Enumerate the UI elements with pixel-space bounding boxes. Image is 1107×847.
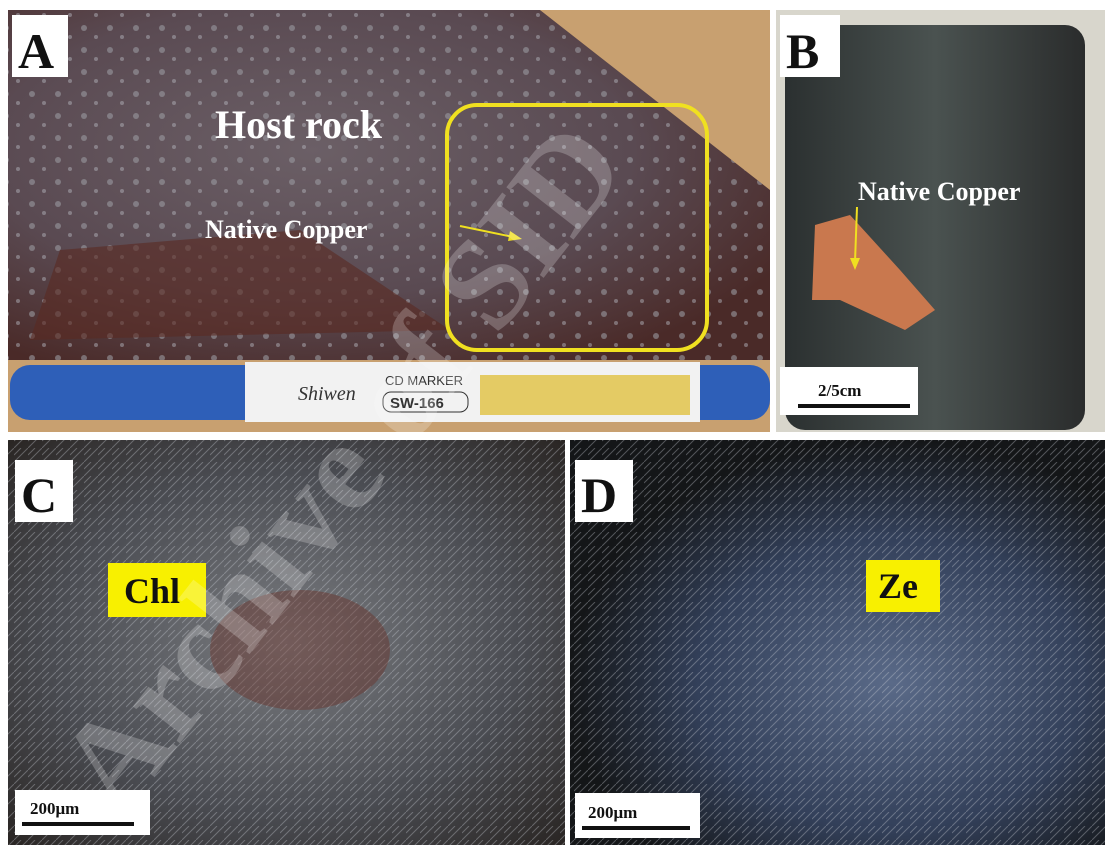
rock (785, 25, 1085, 430)
mineral-tag (866, 560, 940, 612)
mineral-tag (108, 563, 206, 617)
pen-text: CD MARKER (385, 373, 463, 388)
highlight-box (445, 103, 709, 352)
label-box (12, 15, 68, 77)
panel-b: B Native Copper 2/5cm (776, 10, 1105, 432)
pen-box (382, 391, 469, 413)
micrograph-texture (570, 440, 1105, 845)
hematite (30, 230, 450, 340)
pen-text: SW-166 (390, 395, 444, 412)
pen-text: Shiwen (298, 383, 356, 405)
arrow (854, 206, 858, 263)
panel-label: A (18, 23, 54, 79)
panel-a: Shiwen CD MARKER SW-166 A Host rock Nati… (8, 10, 770, 432)
label-box (780, 15, 840, 77)
pen-icons (480, 375, 690, 415)
scale-label: 200μm (588, 803, 637, 822)
scale-label: 200μm (30, 799, 79, 818)
arrow (459, 225, 519, 239)
panel-c: C Chl 200μm (8, 440, 565, 845)
scale-bar (22, 822, 134, 826)
scale-bar (798, 404, 910, 408)
panel-d: D Ze 200μm (570, 440, 1105, 845)
label-box (15, 460, 73, 522)
arrow-head (508, 231, 522, 241)
mineral-label: Ze (878, 566, 918, 606)
mineral-label: Chl (124, 571, 180, 611)
annotation: Host rock (215, 102, 383, 147)
panel-label: B (786, 23, 819, 79)
scale-label: 2/5cm (818, 381, 861, 400)
scale-bar (582, 826, 690, 830)
micrograph-texture (8, 440, 565, 845)
scale-box (15, 790, 150, 835)
scale-box (575, 793, 700, 838)
copper (812, 215, 935, 330)
annotation: Native Copper (858, 177, 1020, 206)
annotation: Native Copper (205, 215, 367, 244)
label-box (575, 460, 633, 522)
panel-label: C (21, 467, 57, 523)
stain (210, 590, 390, 710)
panel-label: D (581, 467, 617, 523)
arrow-head (850, 258, 860, 270)
